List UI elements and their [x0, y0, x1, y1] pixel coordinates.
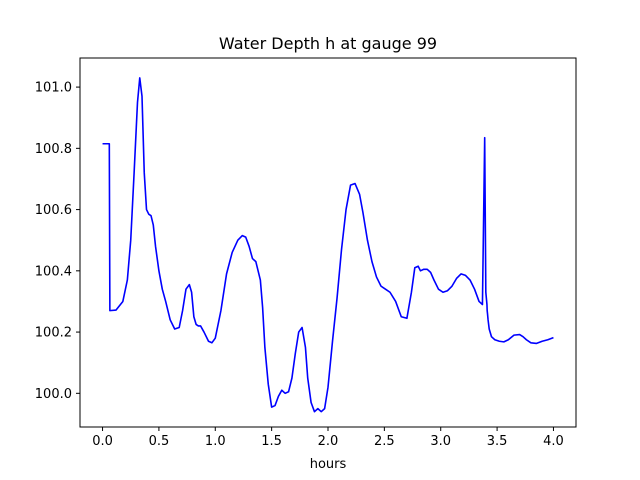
x-tick-label: 2.0: [318, 434, 339, 449]
x-axis-label: hours: [310, 457, 347, 472]
x-tick-label: 3.5: [487, 434, 508, 449]
y-tick-label: 100.2: [35, 326, 72, 341]
chart-title: Water Depth h at gauge 99: [219, 34, 437, 53]
y-axis: 100.0 100.2 100.4 100.6 100.8 101.0: [35, 81, 80, 402]
x-tick-label: 1.5: [261, 434, 282, 449]
y-tick-label: 100.8: [35, 142, 72, 157]
y-tick-label: 100.0: [35, 387, 72, 402]
x-tick-label: 4.0: [543, 434, 564, 449]
x-axis: 0.0 0.5 1.0 1.5 2.0 2.5 3.0 3.5 4.0: [92, 427, 564, 449]
y-tick-label: 101.0: [35, 81, 72, 96]
series-line-0: [102, 77, 554, 413]
plot-area: [79, 57, 577, 428]
x-tick-label: 3.0: [430, 434, 451, 449]
x-tick-label: 0.5: [149, 434, 170, 449]
y-tick-label: 100.4: [35, 264, 72, 279]
y-tick-label: 100.6: [35, 203, 72, 218]
x-tick-label: 0.0: [92, 434, 113, 449]
x-tick-label: 2.5: [374, 434, 395, 449]
x-tick-label: 1.0: [205, 434, 226, 449]
